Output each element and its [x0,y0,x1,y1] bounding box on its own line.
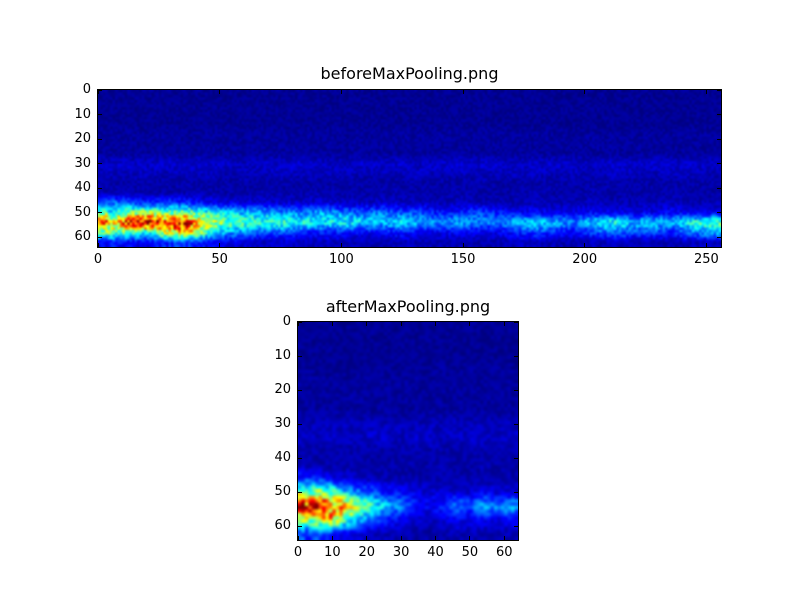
x-tick-label: 150 [450,252,476,267]
y-tick-label: 50 [74,204,91,220]
tick-mark [298,321,302,323]
y-tick-label: 10 [274,348,291,364]
tick-mark [98,114,102,116]
tick-mark [98,138,102,140]
tick-mark [514,491,518,493]
y-tick-label: 30 [74,155,91,171]
tick-mark [469,322,471,326]
tick-mark [98,187,102,189]
x-tick-label: 10 [324,545,341,560]
heatmap-image-after-maxpooling [298,322,518,540]
x-tick-label: 0 [293,545,303,560]
tick-mark [297,536,299,540]
x-tick-label: 250 [693,252,719,267]
tick-mark [298,423,302,425]
tick-mark [514,423,518,425]
y-tick-label: 60 [74,229,91,245]
tick-mark [219,90,221,94]
heatmap-image-before-maxpooling [98,90,721,247]
tick-mark [98,236,102,238]
tick-mark [717,212,721,214]
axes-before-maxpooling [97,89,722,248]
x-tick-label: 0 [93,252,103,267]
y-tick-label: 40 [274,450,291,466]
chart-title-before-maxpooling: beforeMaxPooling.png [320,64,499,83]
tick-mark [97,243,99,247]
tick-mark [705,90,707,94]
x-tick-label: 100 [328,252,354,267]
tick-mark [340,243,342,247]
tick-mark [340,90,342,94]
tick-mark [514,457,518,459]
tick-mark [331,536,333,540]
x-tick-label: 50 [461,545,479,560]
y-tick-label: 50 [274,484,291,500]
tick-mark [298,491,302,493]
tick-mark [514,389,518,391]
tick-mark [462,243,464,247]
tick-mark [717,187,721,189]
tick-mark [400,322,402,326]
y-tick-label: 60 [274,518,291,534]
tick-mark [584,243,586,247]
tick-mark [717,114,721,116]
tick-mark [705,243,707,247]
tick-mark [469,536,471,540]
tick-mark [717,163,721,165]
tick-mark [97,90,99,94]
axes-after-maxpooling [297,321,519,541]
tick-mark [717,89,721,91]
tick-mark [331,322,333,326]
tick-mark [584,90,586,94]
tick-mark [514,355,518,357]
chart-title-after-maxpooling: afterMaxPooling.png [325,297,491,316]
tick-mark [503,536,505,540]
x-tick-label: 30 [392,545,410,560]
x-tick-label: 40 [427,545,444,560]
tick-mark [219,243,221,247]
tick-mark [435,322,436,326]
tick-mark [298,457,302,459]
tick-mark [98,212,102,214]
tick-mark [503,322,505,326]
tick-mark [298,389,302,391]
tick-mark [514,525,518,527]
x-tick-label: 60 [495,545,513,560]
y-tick-label: 0 [82,82,91,97]
tick-mark [435,536,436,540]
tick-mark [98,89,102,91]
y-tick-label: 20 [74,131,91,147]
tick-mark [297,322,299,326]
tick-mark [400,536,402,540]
y-tick-label: 40 [74,180,91,196]
tick-mark [514,321,518,323]
y-tick-label: 30 [274,416,291,432]
tick-mark [366,322,368,326]
tick-mark [298,525,302,527]
tick-mark [366,536,368,540]
x-tick-label: 20 [358,545,376,560]
tick-mark [717,236,721,238]
x-tick-label: 200 [572,252,598,267]
tick-mark [98,163,102,165]
y-tick-label: 20 [274,382,291,398]
tick-mark [298,355,302,357]
tick-mark [462,90,464,94]
tick-mark [717,138,721,140]
x-tick-label: 50 [211,252,228,267]
y-tick-label: 0 [282,314,291,329]
y-tick-label: 10 [74,106,91,122]
